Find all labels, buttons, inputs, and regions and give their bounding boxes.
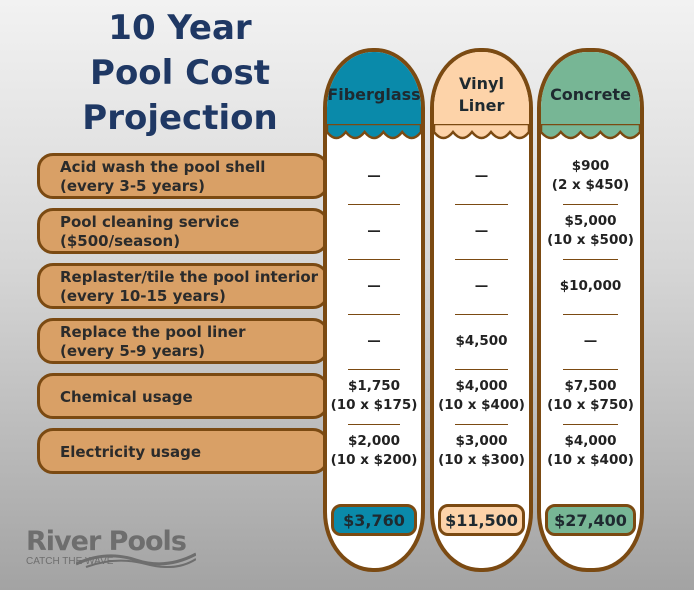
divider xyxy=(454,424,509,425)
scallop-edge xyxy=(327,124,421,140)
divider xyxy=(347,259,401,260)
row-label: Electricity usage xyxy=(37,428,329,474)
row-label: Acid wash the pool shell (every 3-5 years… xyxy=(37,153,329,199)
divider xyxy=(454,369,509,370)
row-label-title: Pool cleaning service xyxy=(60,213,240,231)
column-header: Vinyl Liner xyxy=(434,52,529,132)
row-label: Pool cleaning service ($500/season) xyxy=(37,208,329,254)
divider xyxy=(347,369,401,370)
cost-cell: — xyxy=(367,332,381,349)
wave-icon xyxy=(76,552,196,568)
cost-cell: — xyxy=(367,277,381,294)
divider xyxy=(347,204,401,205)
page-title: 10 Year Pool Cost Projection xyxy=(82,8,278,138)
cost-cell: — xyxy=(367,222,381,239)
row-label-detail: (every 5-9 years) xyxy=(60,342,205,360)
cost-cell: $5,000 (10 x $500) xyxy=(547,213,634,248)
row-label-detail: (every 10-15 years) xyxy=(60,287,226,305)
row-label-title: Chemical usage xyxy=(60,387,193,406)
cost-cell: $4,000 (10 x $400) xyxy=(438,378,525,413)
total-badge: $27,400 xyxy=(545,504,636,536)
divider xyxy=(454,314,509,315)
cost-cell: $900 (2 x $450) xyxy=(551,158,630,193)
cost-cell: $2,000 (10 x $200) xyxy=(330,433,418,468)
row-label-title: Acid wash the pool shell xyxy=(60,158,266,176)
row-label-detail: ($500/season) xyxy=(60,232,181,250)
column-header: Fiberglass xyxy=(327,52,421,132)
total-badge: $3,760 xyxy=(331,504,417,536)
row-label-title: Replaster/tile the pool interior xyxy=(60,268,319,286)
divider xyxy=(347,314,401,315)
row-label-title: Replace the pool liner xyxy=(60,323,246,341)
divider xyxy=(562,369,619,370)
cost-cell: — xyxy=(474,222,489,239)
cost-cell: $10,000 xyxy=(559,277,622,294)
cost-cell: — xyxy=(583,332,598,349)
column-header: Concrete xyxy=(541,52,640,132)
scallop-edge xyxy=(541,124,640,140)
column-vinyl: Vinyl Liner — — — $4,500 $4,000 (10 x $400) $3,0… xyxy=(430,48,533,572)
scallop-edge xyxy=(434,124,529,140)
row-label-detail: (every 3-5 years) xyxy=(60,177,205,195)
divider xyxy=(347,424,401,425)
cost-cell: $7,500 (10 x $750) xyxy=(547,378,634,413)
cost-cell: — xyxy=(367,167,381,184)
divider xyxy=(562,259,619,260)
divider xyxy=(454,259,509,260)
row-label-title: Electricity usage xyxy=(60,442,202,461)
divider xyxy=(562,204,619,205)
cost-cell: $4,000 (10 x $400) xyxy=(547,433,634,468)
cost-cell: $4,500 xyxy=(455,332,508,349)
cost-cell: — xyxy=(474,167,489,184)
cost-cell: $1,750 (10 x $175) xyxy=(330,378,418,413)
divider xyxy=(562,424,619,425)
divider xyxy=(454,204,509,205)
divider xyxy=(562,314,619,315)
total-badge: $11,500 xyxy=(438,504,525,536)
row-label: Replace the pool liner (every 5-9 years) xyxy=(37,318,329,364)
row-label: Replaster/tile the pool interior (every 1… xyxy=(37,263,329,309)
river-pools-logo: River Pools CATCH THE WAVE xyxy=(26,528,196,568)
column-concrete: Concrete $900 (2 x $450) $5,000 (10 x $500) $… xyxy=(537,48,644,572)
cost-cell: $3,000 (10 x $300) xyxy=(438,433,525,468)
row-label: Chemical usage xyxy=(37,373,329,419)
cost-cell: — xyxy=(474,277,489,294)
column-fiberglass: Fiberglass — — — — $1,750 (10 x $175) $2,000 (10… xyxy=(323,48,425,572)
